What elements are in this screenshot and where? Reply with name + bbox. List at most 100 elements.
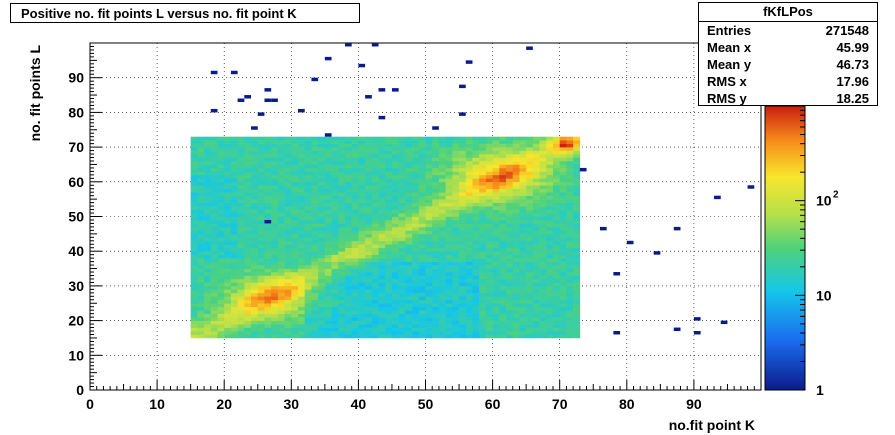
heatmap-cell <box>365 334 373 339</box>
heatmap-cell <box>291 195 299 200</box>
heatmap-cell <box>559 240 567 245</box>
heatmap-cell <box>338 181 346 186</box>
heatmap-cell <box>499 289 507 294</box>
heatmap-cell <box>432 213 440 217</box>
heatmap-cell <box>378 171 386 176</box>
heatmap-cell <box>385 136 393 141</box>
heatmap-cell <box>230 188 238 193</box>
heatmap-cell <box>532 327 540 332</box>
heatmap-cell <box>552 219 560 224</box>
heatmap-cell <box>338 313 346 318</box>
heatmap-cell <box>284 136 292 141</box>
heatmap-cell <box>425 285 433 290</box>
heatmap-cell <box>190 247 198 252</box>
heatmap-cell <box>445 258 453 262</box>
heatmap-cell <box>499 282 507 287</box>
heatmap-cell <box>445 265 453 269</box>
heatmap-cell <box>492 206 500 210</box>
heatmap-cell <box>251 334 259 339</box>
heatmap-cell <box>298 216 306 221</box>
heatmap-cell <box>264 275 272 280</box>
heatmap-cell <box>298 324 306 328</box>
heatmap-cell <box>512 147 520 151</box>
heatmap-cell <box>217 306 225 311</box>
heatmap-cell <box>532 299 540 304</box>
heatmap-cell <box>398 202 406 207</box>
heatmap-cell <box>405 213 413 217</box>
heatmap-cell <box>546 150 554 155</box>
heatmap-cell <box>425 237 433 242</box>
heatmap-cell <box>425 150 433 155</box>
heatmap-cell <box>445 324 453 328</box>
heatmap-cell <box>445 209 453 214</box>
heatmap-cell <box>365 216 373 221</box>
heatmap-cell <box>197 195 205 200</box>
heatmap-cell <box>365 160 373 165</box>
heatmap-cell <box>298 278 306 283</box>
heatmap-cell <box>331 334 339 339</box>
heatmap-cell <box>445 237 453 242</box>
heatmap-cell <box>331 143 339 148</box>
heatmap-cell <box>485 265 493 269</box>
heatmap-cell <box>385 310 393 314</box>
heatmap-cell <box>526 150 534 155</box>
heatmap-cell <box>217 247 225 252</box>
heatmap-cell <box>237 303 245 308</box>
heatmap-cell <box>432 202 440 207</box>
heatmap-cell <box>304 167 312 172</box>
heatmap-cell <box>244 268 252 273</box>
heatmap-cell <box>506 143 514 148</box>
heatmap-cell <box>358 275 366 280</box>
heatmap-cell <box>405 164 413 169</box>
heatmap-cell <box>506 254 514 259</box>
heatmap-cell <box>438 219 446 224</box>
heatmap-cell <box>445 181 453 186</box>
heatmap-cell <box>298 147 306 151</box>
heatmap-cell <box>506 202 514 207</box>
heatmap-cell <box>271 209 279 214</box>
heatmap-cell <box>479 199 487 203</box>
heatmap-cell <box>425 185 433 190</box>
heatmap-cell <box>190 313 198 318</box>
heatmap-cell <box>284 244 292 249</box>
heatmap-cell <box>472 167 480 172</box>
heatmap-cell <box>251 299 259 304</box>
heatmap-cell <box>190 140 198 144</box>
heatmap-cell <box>459 331 467 335</box>
heatmap-cell <box>244 178 252 183</box>
heatmap-cell <box>465 209 473 214</box>
heatmap-cell <box>512 268 520 273</box>
heatmap-cell <box>385 230 393 235</box>
heatmap-cell <box>438 275 446 280</box>
stats-key: RMS y <box>707 91 747 106</box>
heatmap-cell <box>573 157 581 162</box>
heatmap-cell <box>512 247 520 252</box>
heatmap-cell <box>445 206 453 210</box>
heatmap-cell <box>532 157 540 162</box>
heatmap-cell <box>465 167 473 172</box>
heatmap-cell <box>412 199 420 203</box>
heatmap-cell <box>344 261 352 266</box>
heatmap-cell <box>445 185 453 190</box>
heatmap-cell <box>506 188 514 193</box>
heatmap-cell <box>351 216 359 221</box>
heatmap-cell <box>344 223 352 228</box>
heatmap-cell <box>244 140 252 144</box>
heatmap-cell <box>546 219 554 224</box>
heatmap-cell <box>405 202 413 207</box>
heatmap-cell <box>398 320 406 325</box>
heatmap-cell <box>331 202 339 207</box>
heatmap-cell <box>552 136 560 141</box>
heatmap-cell <box>365 275 373 280</box>
heatmap-cell <box>244 233 252 238</box>
heatmap-cell <box>472 265 480 269</box>
heatmap-cell <box>492 230 500 235</box>
heatmap-cell <box>546 136 554 141</box>
heatmap-cell <box>385 195 393 200</box>
heatmap-cell <box>338 310 346 314</box>
heatmap-cell <box>257 237 265 242</box>
heatmap-cell <box>418 206 426 210</box>
heatmap-cell <box>344 206 352 210</box>
heatmap-cell <box>331 251 339 255</box>
heatmap-cell <box>190 154 198 158</box>
